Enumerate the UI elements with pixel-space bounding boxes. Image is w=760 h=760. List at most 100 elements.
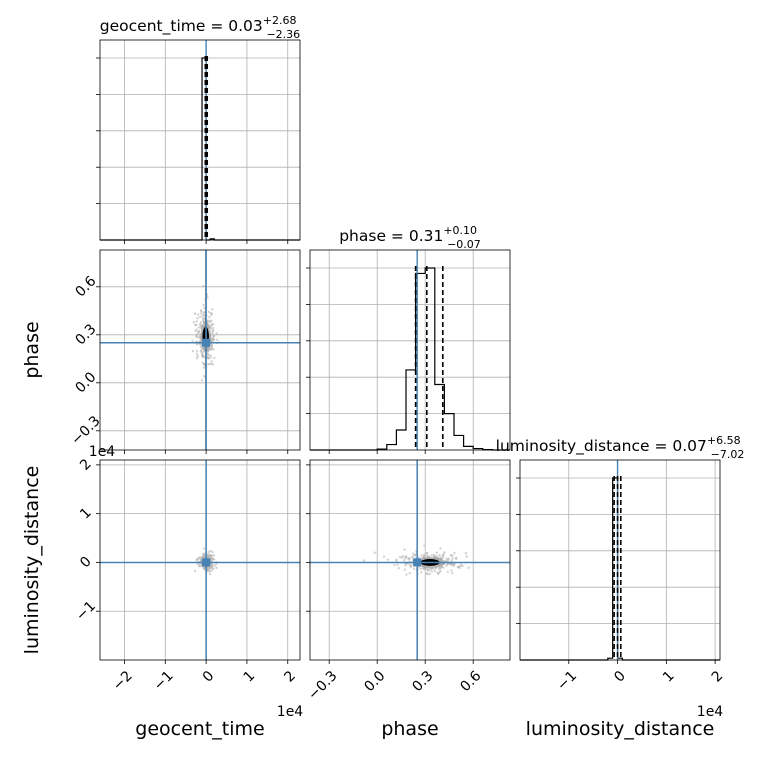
- title-plus: +2.68: [263, 14, 297, 27]
- scatter-point: [450, 559, 453, 562]
- scatter-point: [430, 554, 433, 557]
- scatter-point: [193, 312, 197, 315]
- scatter-point: [396, 563, 399, 567]
- scatter-point: [442, 553, 445, 556]
- title-equals: =: [386, 227, 409, 245]
- scatter-point: [203, 374, 206, 378]
- y-tick-label: 0: [77, 554, 95, 572]
- title-median: 0.03: [228, 17, 263, 35]
- scatter-point: [208, 362, 211, 366]
- scatter-point: [198, 343, 201, 346]
- scatter-point: [420, 554, 423, 557]
- scatter-point: [450, 569, 453, 572]
- scatter-point: [199, 346, 203, 349]
- scatter-point: [430, 570, 433, 573]
- scatter-point: [439, 569, 442, 573]
- scatter-point: [192, 321, 195, 324]
- scatter-point: [209, 312, 213, 315]
- title-plus: +0.10: [443, 224, 477, 237]
- scatter-point: [195, 356, 199, 360]
- scatter-point: [210, 324, 213, 327]
- title-median: 0.07: [672, 437, 707, 455]
- title-median: 0.31: [409, 227, 444, 245]
- panel-title-phase: phase = 0.31+0.10 −0.07: [339, 224, 481, 251]
- y-axis-label: phase: [21, 321, 43, 378]
- scatter-point: [209, 347, 212, 350]
- scatter-point: [404, 564, 407, 567]
- scatter-point: [441, 556, 445, 560]
- scatter-point: [196, 317, 199, 320]
- scatter-point: [436, 571, 439, 574]
- scatter-point: [199, 321, 203, 324]
- panel-frame: [99, 39, 301, 241]
- scatter-point: [207, 569, 210, 572]
- scatter-point: [451, 571, 454, 575]
- scatter-point: [443, 551, 446, 554]
- scatter-point: [209, 549, 212, 553]
- scatter-point: [209, 326, 213, 330]
- scatter-point: [206, 567, 209, 570]
- scatter-point: [458, 564, 462, 568]
- scatter-point: [467, 566, 470, 570]
- title-equals: =: [650, 437, 673, 455]
- scatter-point: [202, 366, 206, 369]
- scatter-point: [207, 310, 211, 314]
- scatter-point: [435, 551, 438, 554]
- scatter-point: [439, 547, 442, 550]
- scatter-point: [429, 567, 432, 571]
- x-tick-label: −1: [554, 668, 580, 694]
- scatter-point: [195, 328, 198, 331]
- scatter-point: [362, 559, 366, 562]
- scatter-point: [202, 547, 206, 550]
- panel-frame: [309, 459, 511, 661]
- scatter-point: [449, 554, 453, 557]
- scatter-point: [195, 343, 198, 346]
- scatter-point: [439, 556, 442, 559]
- scatter-point: [212, 327, 215, 330]
- scatter-point: [210, 554, 214, 557]
- scatter-point: [412, 552, 415, 555]
- truth-marker: [413, 558, 422, 567]
- x-tick-label: 0.3: [409, 668, 436, 695]
- scatter-point: [196, 354, 200, 358]
- scatter-point: [211, 337, 214, 340]
- scatter-point: [398, 555, 402, 559]
- scatter-point: [451, 557, 455, 560]
- scatter-point: [211, 308, 214, 311]
- truth-marker: [202, 338, 211, 347]
- scatter-point: [403, 548, 406, 551]
- panel-frame: [99, 459, 301, 661]
- scatter-point: [213, 356, 216, 360]
- scatter-point: [202, 303, 205, 307]
- truth-marker: [202, 558, 211, 567]
- scatter-point: [440, 565, 443, 569]
- scatter-point: [423, 553, 426, 556]
- scatter-point: [215, 338, 219, 342]
- y-offset-label: 1e4: [89, 444, 116, 460]
- x-tick-label: 2: [709, 668, 727, 686]
- panel-content: [310, 460, 510, 660]
- scatter-point: [406, 562, 409, 566]
- x-axis-label: phase: [381, 718, 438, 740]
- scatter-point: [200, 378, 204, 382]
- histogram-geocent_time: [100, 57, 300, 241]
- scatter-point: [426, 569, 430, 572]
- scatter-point: [412, 556, 415, 559]
- scatter-point: [445, 557, 448, 561]
- title-minus: −2.36: [266, 28, 300, 41]
- scatter-point: [446, 570, 449, 574]
- x-tick-label: 2: [281, 668, 299, 686]
- scatter-point: [438, 566, 442, 570]
- scatter-point: [199, 309, 203, 312]
- scatter-point: [212, 348, 215, 351]
- scatter-point: [404, 555, 408, 558]
- y-tick-label: −1: [73, 598, 99, 624]
- scatter-point: [208, 567, 212, 570]
- scatter-point: [195, 334, 198, 338]
- scatter-point: [208, 572, 212, 576]
- scatter-point: [464, 551, 468, 555]
- scatter-point: [426, 572, 429, 576]
- scatter-point: [211, 329, 214, 332]
- scatter-point: [195, 320, 198, 323]
- scatter-point: [438, 553, 441, 557]
